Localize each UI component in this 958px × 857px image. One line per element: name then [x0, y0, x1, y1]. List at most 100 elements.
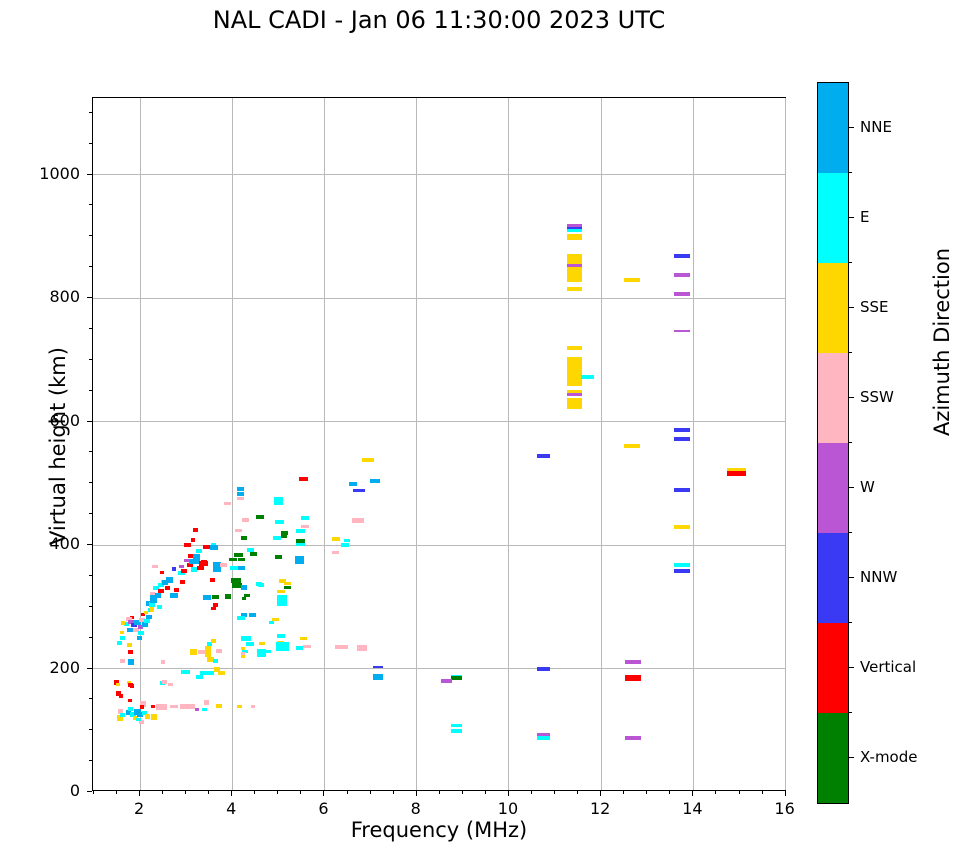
x-tick-label: 2	[133, 799, 145, 818]
data-point	[184, 543, 192, 548]
gridline-x	[139, 98, 141, 790]
data-point	[180, 568, 187, 573]
data-point	[255, 514, 264, 519]
data-point	[567, 233, 583, 240]
y-minor-tick	[89, 327, 92, 329]
data-point	[179, 564, 185, 568]
data-point	[224, 501, 232, 505]
data-point	[172, 567, 177, 572]
y-minor-tick	[89, 760, 92, 762]
x-minor-tick	[346, 791, 348, 794]
colorbar-tick	[849, 487, 854, 488]
data-point	[300, 516, 309, 521]
data-point	[537, 666, 551, 671]
colorbar-segment-sse	[818, 263, 848, 353]
data-point	[259, 642, 266, 646]
data-point	[130, 712, 137, 718]
data-point	[151, 713, 158, 720]
colorbar-tick	[849, 397, 854, 398]
data-point	[150, 607, 155, 613]
data-point	[241, 649, 248, 653]
data-point	[158, 583, 165, 588]
data-point	[299, 476, 309, 481]
data-point	[296, 542, 305, 546]
data-point	[567, 229, 583, 233]
data-point	[567, 287, 583, 292]
data-point	[162, 579, 169, 585]
data-point	[196, 549, 203, 554]
data-point	[674, 329, 691, 332]
x-minor-tick	[530, 791, 532, 794]
data-point	[674, 525, 691, 530]
data-point	[179, 580, 185, 585]
data-point	[158, 588, 165, 593]
y-minor-tick	[89, 235, 92, 237]
data-point	[202, 708, 208, 712]
data-point	[218, 670, 226, 675]
data-point	[580, 375, 594, 380]
data-point	[183, 558, 189, 562]
data-point	[165, 586, 171, 591]
data-point	[213, 561, 222, 572]
data-point	[117, 708, 123, 714]
data-point	[213, 667, 220, 673]
y-major-tick	[87, 544, 92, 546]
colorbar-tick	[849, 667, 854, 668]
y-major-tick	[87, 667, 92, 669]
data-point	[300, 636, 308, 640]
y-major-tick	[87, 791, 92, 792]
data-point	[674, 568, 691, 573]
colorbar-tick	[849, 127, 854, 128]
y-minor-tick	[89, 698, 92, 700]
data-point	[131, 628, 139, 633]
gridline-x	[785, 98, 787, 790]
x-major-tick	[600, 791, 602, 796]
data-point	[173, 588, 179, 593]
gridline-x	[508, 98, 510, 790]
data-point	[161, 680, 167, 685]
data-point	[211, 639, 217, 644]
data-point	[236, 705, 242, 709]
data-point	[156, 604, 162, 609]
data-point	[195, 708, 200, 712]
data-point	[537, 735, 551, 740]
x-minor-tick	[623, 791, 625, 794]
data-point	[137, 630, 144, 635]
x-major-tick	[415, 791, 417, 796]
colorbar-segment-w	[818, 443, 848, 533]
data-point	[240, 652, 245, 656]
x-major-tick	[692, 791, 694, 796]
data-point	[451, 674, 463, 677]
x-minor-tick	[738, 791, 740, 794]
data-point	[450, 729, 462, 734]
data-point	[233, 552, 243, 557]
x-tick-label: 14	[682, 799, 703, 818]
data-point	[271, 617, 279, 621]
x-minor-tick	[646, 791, 648, 794]
colorbar-segment-ssw	[818, 353, 848, 443]
data-point	[279, 578, 287, 583]
colorbar-segment-e	[818, 173, 848, 263]
data-point	[332, 536, 341, 541]
data-point	[142, 710, 148, 715]
data-point	[141, 612, 146, 616]
data-point	[150, 591, 156, 595]
data-point	[155, 593, 162, 599]
data-point	[674, 436, 691, 441]
data-point	[237, 558, 245, 562]
data-point	[136, 718, 142, 722]
x-minor-tick	[484, 791, 486, 794]
data-point	[251, 705, 255, 709]
data-point	[160, 571, 165, 575]
data-point	[240, 654, 245, 658]
data-point	[331, 550, 339, 554]
data-point	[132, 715, 138, 720]
gridline-x	[323, 98, 325, 790]
colorbar-tick	[849, 217, 854, 218]
data-point	[241, 517, 249, 522]
data-point	[236, 497, 244, 501]
data-point	[237, 615, 246, 620]
colorbar-category-label: NNE	[860, 118, 892, 136]
data-point	[537, 733, 551, 738]
data-point	[177, 571, 185, 576]
